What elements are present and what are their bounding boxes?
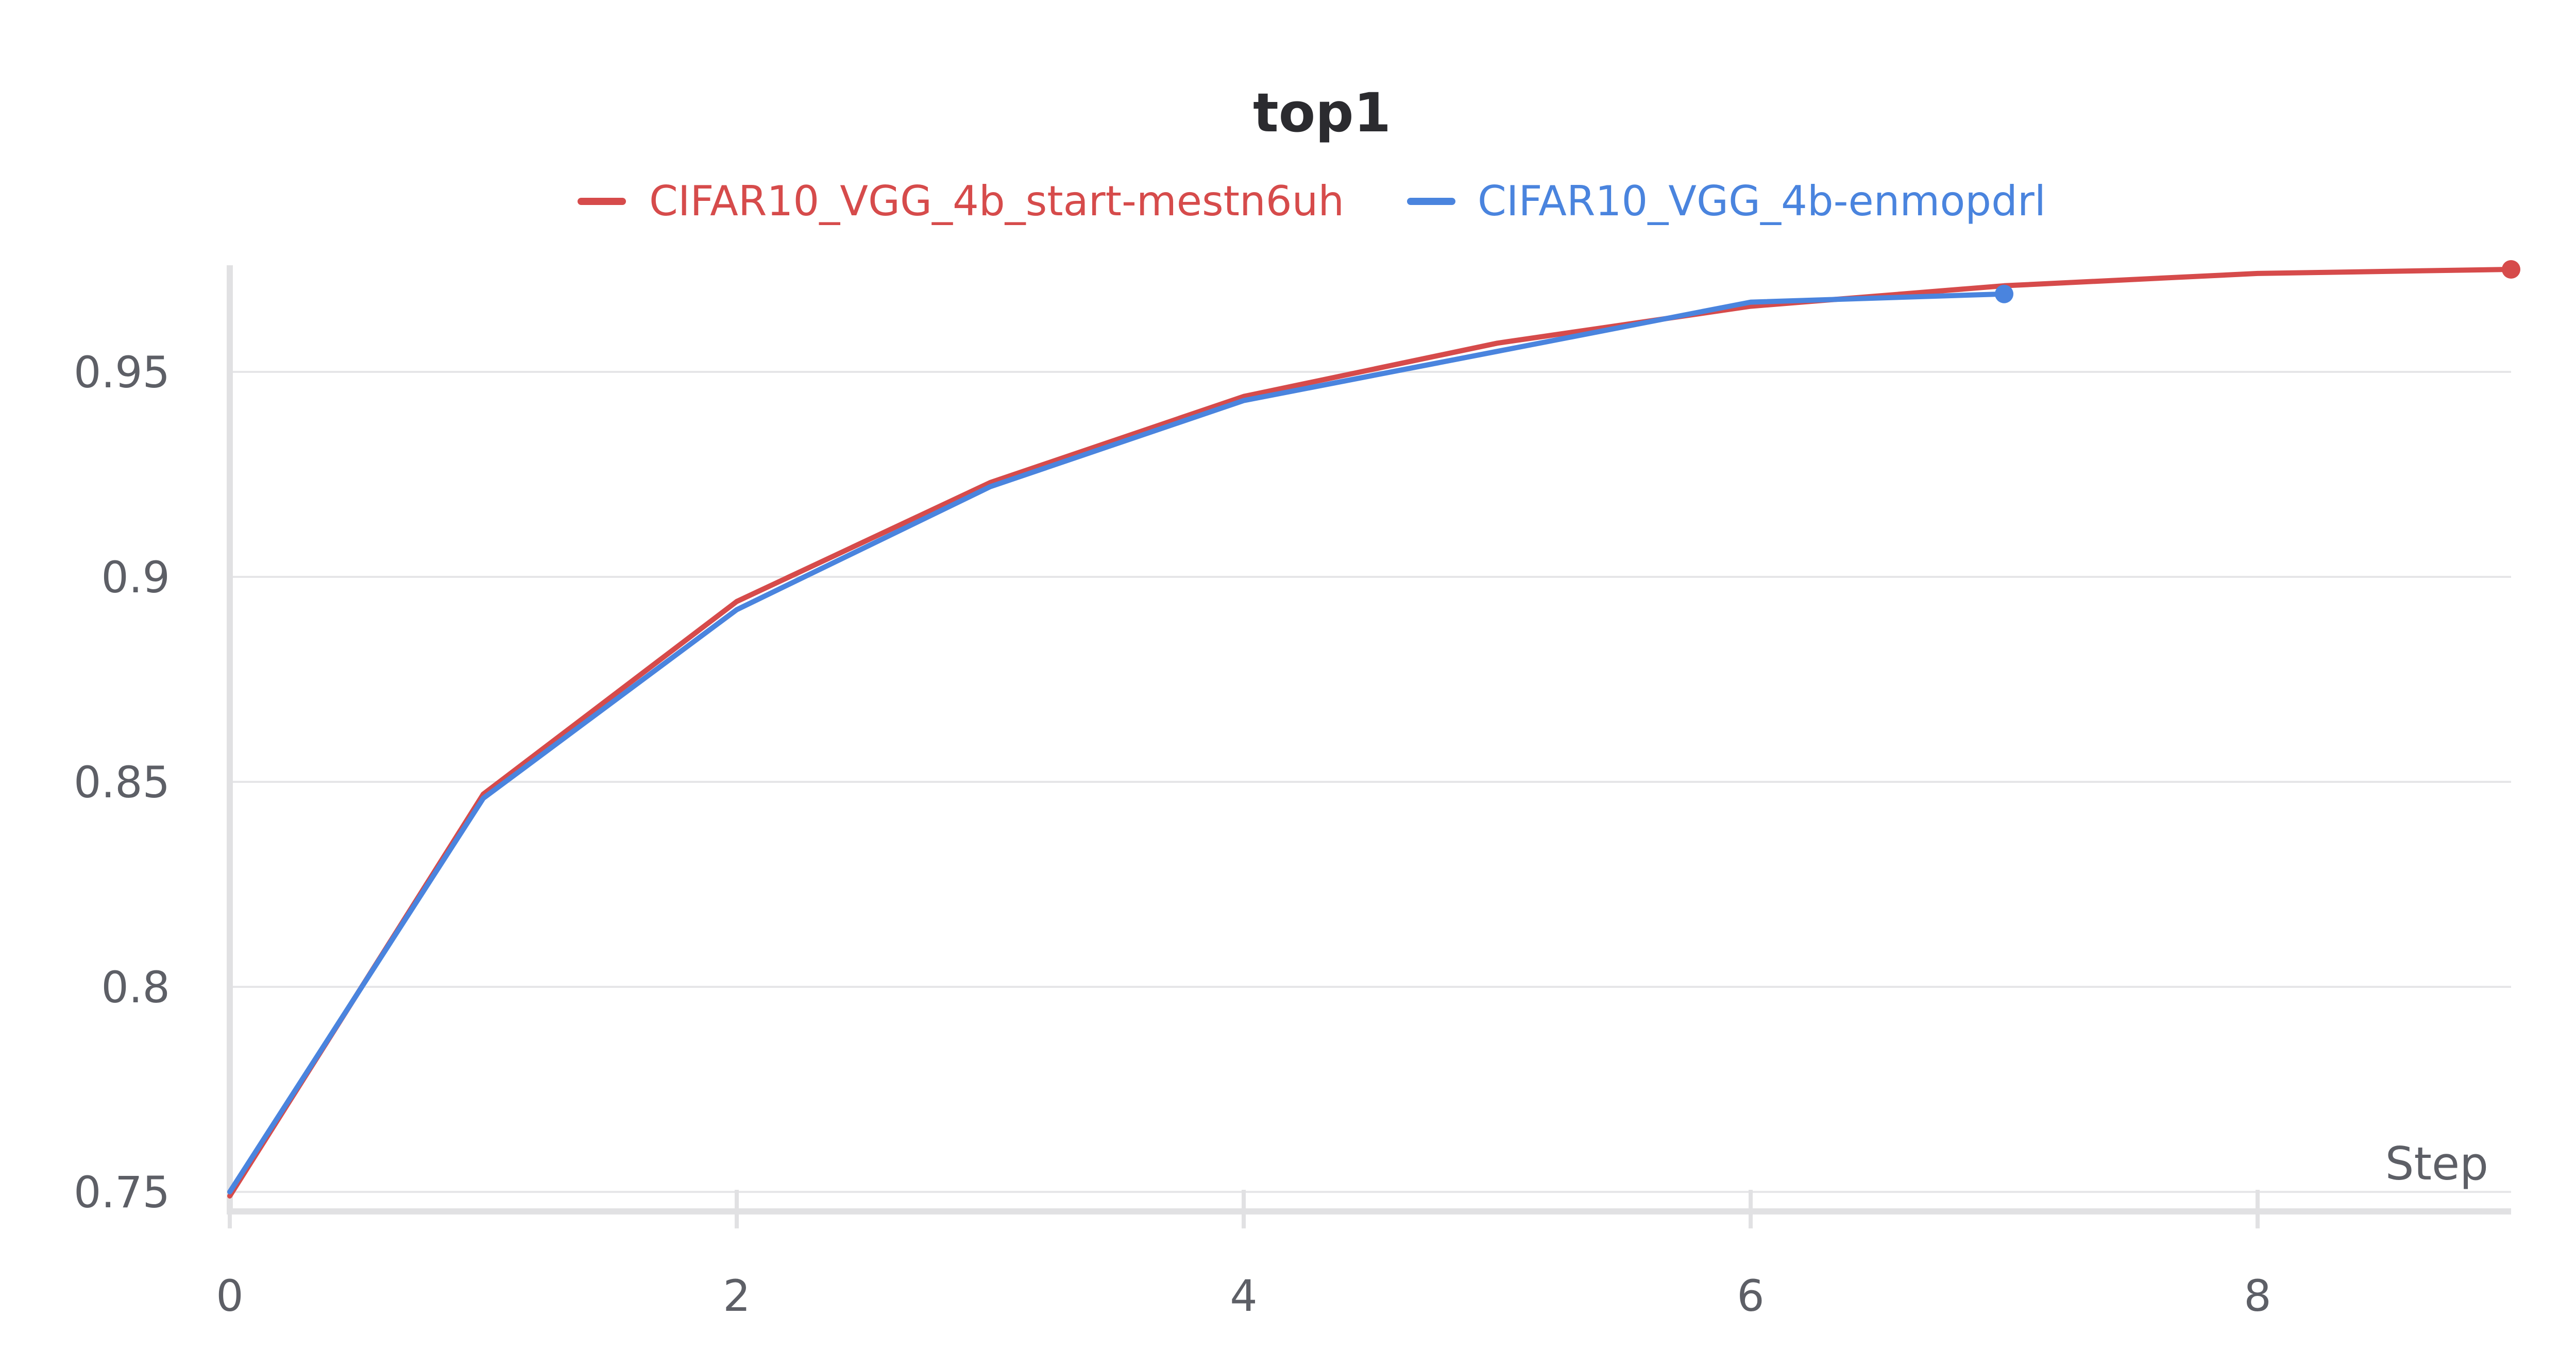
y-tick-label: 0.85 (74, 757, 170, 808)
series-end-marker[interactable] (2502, 260, 2520, 279)
grid-lines (230, 370, 2511, 1193)
x-tick-label: 2 (723, 1271, 750, 1321)
x-tick-label: 4 (1230, 1271, 1257, 1321)
x-tick-label: 8 (2244, 1271, 2271, 1321)
series-line-0[interactable] (227, 267, 2514, 1199)
x-tick-label: 6 (1737, 1271, 1764, 1321)
y-tick-label: 0.75 (74, 1167, 170, 1218)
legend-label: CIFAR10_VGG_4b_start-mestn6uh (649, 177, 1344, 225)
y-tick-label: 0.9 (101, 552, 170, 603)
series-lines (227, 260, 2520, 1199)
y-tick-label: 0.8 (101, 962, 170, 1013)
x-axis-label: Step (2385, 1137, 2488, 1190)
legend-item-1[interactable]: CIFAR10_VGG_4b-enmopdrl (1407, 177, 2046, 225)
legend[interactable]: CIFAR10_VGG_4b_start-mestn6uh CIFAR10_VG… (578, 177, 2046, 225)
legend-item-0[interactable]: CIFAR10_VGG_4b_start-mestn6uh (578, 177, 1344, 225)
chart-title: top1 (1253, 81, 1391, 144)
tick-labels: 0 2 4 6 8 0.75 0.8 0.85 0.9 0.95 (74, 347, 2272, 1321)
y-tick-label: 0.95 (74, 347, 170, 398)
series-line-1[interactable] (227, 291, 2007, 1195)
x-tick-label: 0 (216, 1271, 243, 1321)
series-end-marker[interactable] (1995, 284, 2013, 303)
axes (227, 265, 2511, 1228)
legend-label: CIFAR10_VGG_4b-enmopdrl (1478, 177, 2046, 225)
